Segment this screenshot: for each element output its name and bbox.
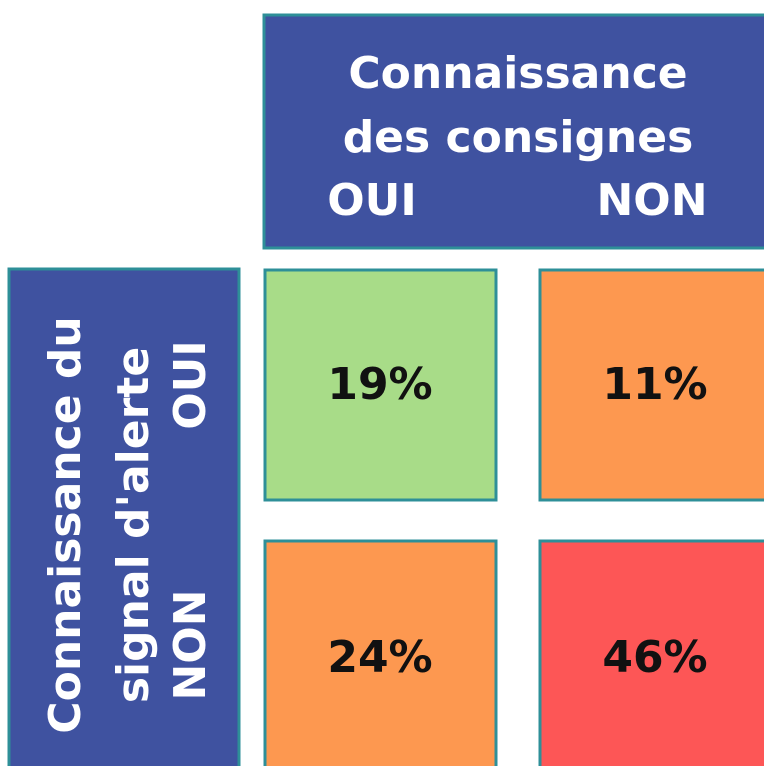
cell-value: 11% <box>602 359 707 410</box>
column-label: NON <box>596 175 707 226</box>
cell-value: 19% <box>327 359 432 410</box>
column-title: Connaissance <box>348 48 687 99</box>
row-label: NON <box>165 589 216 700</box>
row-header-box <box>7 267 241 766</box>
column-title: des consignes <box>343 112 694 163</box>
column-header-box <box>262 13 764 250</box>
cell <box>263 268 498 502</box>
cell <box>263 539 498 766</box>
column-label: OUI <box>327 175 417 226</box>
cell-value: 46% <box>602 632 707 683</box>
cell <box>538 539 764 766</box>
cell <box>538 268 764 502</box>
row-title: signal d'alerte <box>108 347 159 703</box>
row-title: Connaissance du <box>40 316 91 733</box>
cell-value: 24% <box>327 632 432 683</box>
row-label: OUI <box>165 340 216 430</box>
